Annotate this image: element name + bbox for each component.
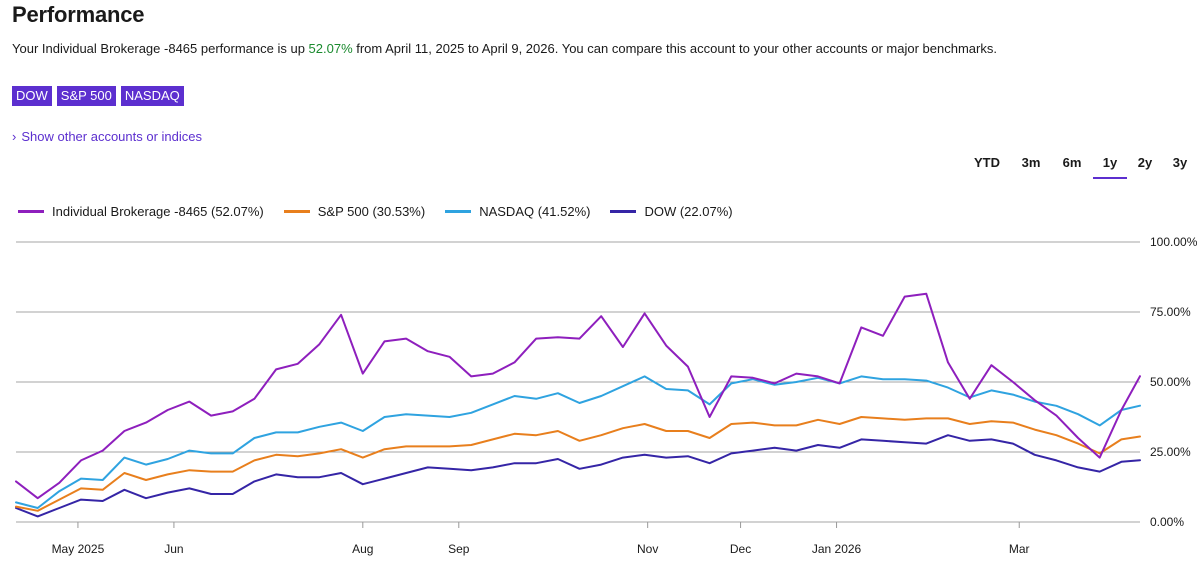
legend-swatch	[283, 210, 310, 213]
legend-label: NASDAQ (41.52%)	[479, 204, 591, 219]
legend-item-individual-brokerage[interactable]: Individual Brokerage -8465 (52.07%)	[18, 204, 264, 219]
legend-label: DOW (22.07%)	[644, 204, 733, 219]
range-3y[interactable]: 3y	[1172, 155, 1188, 170]
x-tick-label: Aug	[352, 542, 373, 556]
range-1y[interactable]: 1y	[1102, 155, 1118, 170]
y-tick-label: 75.00%	[1150, 305, 1191, 319]
x-tick-label: Sep	[448, 542, 470, 556]
chart-legend: Individual Brokerage -8465 (52.07%) S&P …	[18, 204, 753, 219]
legend-item-nasdaq[interactable]: NASDAQ (41.52%)	[445, 204, 590, 219]
y-tick-label: 50.00%	[1150, 375, 1191, 389]
legend-item-sp500[interactable]: S&P 500 (30.53%)	[283, 204, 426, 219]
series-line-dow	[15, 434, 1141, 518]
legend-swatch	[445, 210, 472, 213]
benchmark-chips: DOW S&P 500 NASDAQ	[12, 86, 184, 106]
y-tick-label: 25.00%	[1150, 445, 1191, 459]
show-other-label: Show other accounts or indices	[21, 129, 202, 144]
range-ytd[interactable]: YTD	[974, 155, 1000, 170]
x-tick-label: Dec	[730, 542, 751, 556]
active-range-underline	[1093, 177, 1127, 179]
performance-line-chart[interactable]: 0.00% 25.00% 50.00% 75.00% 100.00% May 2025 Ju…	[0, 226, 1200, 564]
x-tick-label: Nov	[637, 542, 658, 556]
time-range-selector: YTD 3m 6m 1y 2y 3y	[966, 155, 1194, 181]
summary-text-suffix: from April 11, 2025 to April 9, 2026. Yo…	[352, 41, 997, 56]
chip-dow[interactable]: DOW	[12, 86, 52, 106]
legend-swatch	[610, 210, 637, 213]
x-tick-label: May 2025	[52, 542, 105, 556]
series-line-individual-brokerage-8465	[15, 292, 1141, 500]
page-title: Performance	[12, 2, 145, 27]
legend-label: Individual Brokerage -8465 (52.07%)	[52, 204, 264, 219]
range-2y[interactable]: 2y	[1137, 155, 1153, 170]
series-line-nasdaq	[15, 375, 1141, 509]
chip-sp500[interactable]: S&P 500	[56, 86, 116, 106]
y-tick-label: 0.00%	[1150, 515, 1184, 529]
range-6m[interactable]: 6m	[1062, 155, 1082, 170]
chip-nasdaq[interactable]: NASDAQ	[120, 86, 184, 106]
legend-label: S&P 500 (30.53%)	[317, 204, 426, 219]
x-tick-label: Jan 2026	[812, 542, 862, 556]
x-tick-label: Mar	[1009, 542, 1030, 556]
chevron-right-icon: ›	[12, 129, 17, 144]
show-other-accounts-link[interactable]: › Show other accounts or indices	[12, 129, 202, 144]
legend-item-dow[interactable]: DOW (22.07%)	[610, 204, 733, 219]
y-tick-label: 100.00%	[1150, 235, 1198, 249]
range-3m[interactable]: 3m	[1021, 155, 1041, 170]
performance-summary: Your Individual Brokerage -8465 performa…	[12, 41, 997, 56]
x-tick-label: Jun	[164, 542, 183, 556]
legend-swatch	[18, 210, 44, 213]
series-line-s-p-500	[15, 416, 1141, 512]
summary-performance-percent: 52.07%	[308, 41, 353, 56]
summary-text-prefix: Your Individual Brokerage -8465 performa…	[12, 41, 309, 56]
